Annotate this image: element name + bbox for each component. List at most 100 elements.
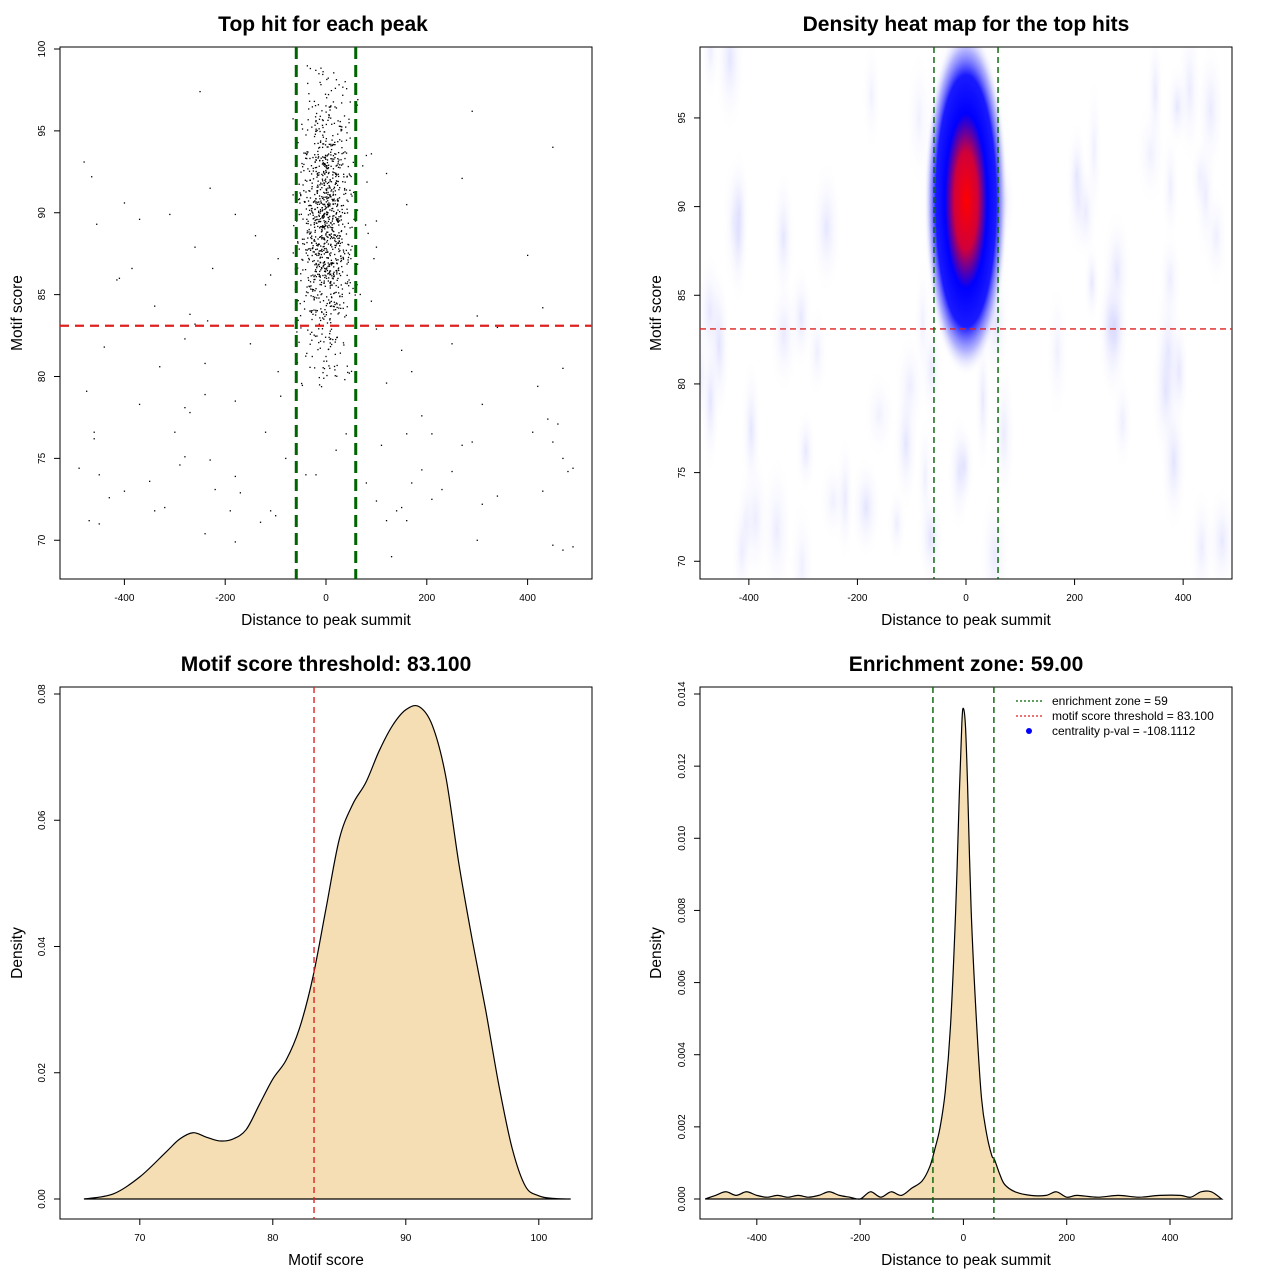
scatter-point: [337, 180, 339, 183]
scatter-point: [328, 171, 330, 174]
scatter-title: Top hit for each peak: [218, 13, 428, 36]
scatter-point: [159, 366, 161, 368]
scatter-point: [335, 79, 338, 81]
scatter-point: [330, 300, 332, 303]
scatter-point: [315, 248, 317, 251]
scatter-point: [337, 120, 339, 122]
scatter-point: [321, 256, 323, 259]
scatter-point: [316, 192, 319, 194]
scatter-point: [342, 258, 345, 260]
scatter-point: [329, 109, 331, 111]
scatter-point: [123, 490, 126, 492]
scatter-point: [315, 202, 317, 204]
score-density-curve-group: [83, 704, 571, 1200]
scatter-point: [316, 172, 319, 174]
scatter-point: [329, 254, 331, 257]
scatter-point: [320, 250, 322, 252]
scatter-point: [542, 490, 544, 492]
scatter-point: [320, 67, 322, 69]
scatter-point: [320, 284, 323, 286]
scatter-point: [324, 173, 326, 175]
scatter-point: [335, 216, 337, 219]
scatter-point: [189, 313, 191, 315]
scatter-point: [307, 222, 309, 225]
scatter-point: [329, 194, 331, 196]
scatter-point: [334, 369, 336, 371]
scatter-point: [421, 469, 423, 471]
scatter-point: [329, 186, 331, 188]
scatter-point: [323, 367, 326, 370]
scatter-point: [328, 202, 330, 204]
scatter-point: [340, 230, 342, 233]
scatter-point: [314, 290, 316, 292]
scatter-point: [329, 270, 332, 272]
y-tick-label: 80: [677, 378, 688, 390]
scatter-point: [234, 213, 236, 216]
scatter-point: [347, 165, 349, 168]
scatter-point: [315, 159, 317, 161]
scatter-point: [83, 161, 85, 163]
scatter-point: [344, 282, 347, 284]
scatter-point: [307, 214, 310, 216]
scatter-point: [312, 167, 314, 170]
scatter-point: [309, 310, 311, 312]
scatter-point: [339, 274, 342, 277]
heatmap-faint-cell: [1203, 181, 1229, 292]
scatter-point: [347, 371, 349, 374]
scatter-point: [337, 277, 339, 280]
scatter-point: [326, 374, 328, 377]
scatter-point: [320, 157, 322, 159]
y-tick-label: 100: [37, 40, 48, 57]
scatter-point: [324, 315, 326, 318]
scatter-point: [315, 242, 317, 245]
scatter-point: [341, 126, 343, 128]
scatter-point: [336, 203, 339, 205]
scatter-point: [194, 323, 196, 325]
scatter-point: [329, 270, 331, 272]
scatter-point: [321, 207, 323, 209]
scatter-point: [306, 352, 308, 355]
scatter-point: [401, 506, 403, 509]
y-tick-label: 0.002: [677, 1114, 688, 1139]
scatter-point: [310, 231, 312, 233]
score-density-frame: [59, 686, 593, 1220]
scatter-point: [103, 346, 105, 348]
scatter-point: [320, 245, 322, 247]
scatter-point: [331, 275, 333, 277]
scatter-point: [305, 249, 307, 251]
scatter-point: [312, 295, 314, 298]
distance-density-panel: Enrichment zone: 59.00 -400 -200 0 200 400 0…: [648, 653, 1233, 1269]
x-tick-label: -400: [114, 593, 134, 604]
scatter-point: [321, 333, 323, 335]
scatter-point: [317, 157, 319, 159]
scatter-point: [349, 137, 351, 139]
x-tick-label: 400: [519, 593, 536, 604]
scatter-point: [330, 264, 333, 266]
scatter-point: [315, 166, 318, 169]
scatter-point: [532, 431, 534, 433]
scatter-point: [204, 393, 206, 396]
scatter-point: [321, 215, 324, 218]
scatter-point: [329, 287, 331, 289]
scatter-point: [325, 189, 328, 192]
scatter-point: [325, 275, 327, 277]
scatter-point: [319, 261, 321, 263]
scatter-point: [338, 240, 341, 243]
scatter-point: [322, 371, 324, 374]
scatter-point: [309, 343, 311, 345]
scatter-point: [330, 284, 332, 286]
scatter-point: [314, 253, 317, 255]
scatter-point: [326, 155, 328, 157]
scatter-point: [323, 199, 325, 201]
scatter-point: [339, 249, 341, 252]
scatter-point: [327, 273, 329, 275]
scatter-point: [310, 275, 312, 277]
scatter-point: [313, 135, 316, 138]
scatter-point: [311, 318, 313, 321]
scatter-point: [118, 277, 121, 279]
y-tick-label: 80: [37, 371, 48, 383]
scatter-point: [323, 184, 325, 186]
x-tick-label: 400: [1162, 1233, 1179, 1244]
scatter-point: [343, 344, 345, 346]
scatter-point: [326, 213, 328, 216]
